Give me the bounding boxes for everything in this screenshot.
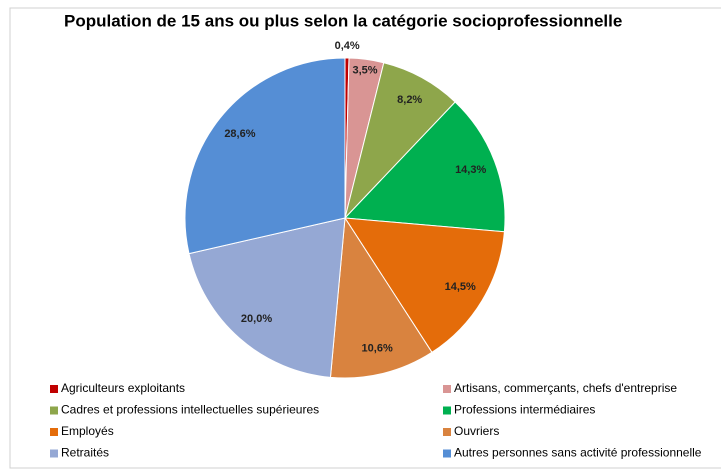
value-label: 20,0% [241, 313, 272, 325]
legend-label: Retraités [61, 446, 109, 460]
pie-slice [188, 217, 346, 378]
legend-label: Autres personnes sans activité professio… [454, 446, 702, 460]
value-label: 28,6% [224, 128, 255, 140]
pie-slice [344, 217, 505, 354]
chart-title: Population de 15 ans ou plus selon la ca… [64, 11, 622, 30]
pie-slice [329, 216, 433, 379]
pie-slice [343, 101, 506, 233]
value-label: 10,6% [362, 342, 393, 354]
legend-swatch [443, 385, 451, 393]
value-label: 14,5% [445, 281, 476, 293]
legend-label: Cadres et professions intellectuelles su… [61, 403, 319, 417]
pie-slice [184, 57, 346, 255]
legend-label: Professions intermédiaires [454, 403, 595, 417]
legend-swatch [50, 385, 58, 393]
value-label: 0,4% [335, 40, 360, 52]
legend-swatch [50, 406, 58, 415]
legend-label: Employés [61, 424, 114, 438]
legend-swatch [443, 449, 451, 458]
legend-swatch [443, 428, 451, 436]
legend-label: Ouvriers [454, 424, 499, 438]
legend-swatch [443, 406, 451, 415]
value-label: 8,2% [397, 94, 422, 106]
value-label: 14,3% [455, 164, 486, 176]
legend-swatch [50, 428, 58, 436]
legend-label: Agriculteurs exploitants [61, 381, 185, 395]
legend-swatch [50, 449, 58, 458]
legend-label: Artisans, commerçants, chefs d'entrepris… [454, 381, 677, 395]
value-label: 3,5% [352, 64, 377, 76]
